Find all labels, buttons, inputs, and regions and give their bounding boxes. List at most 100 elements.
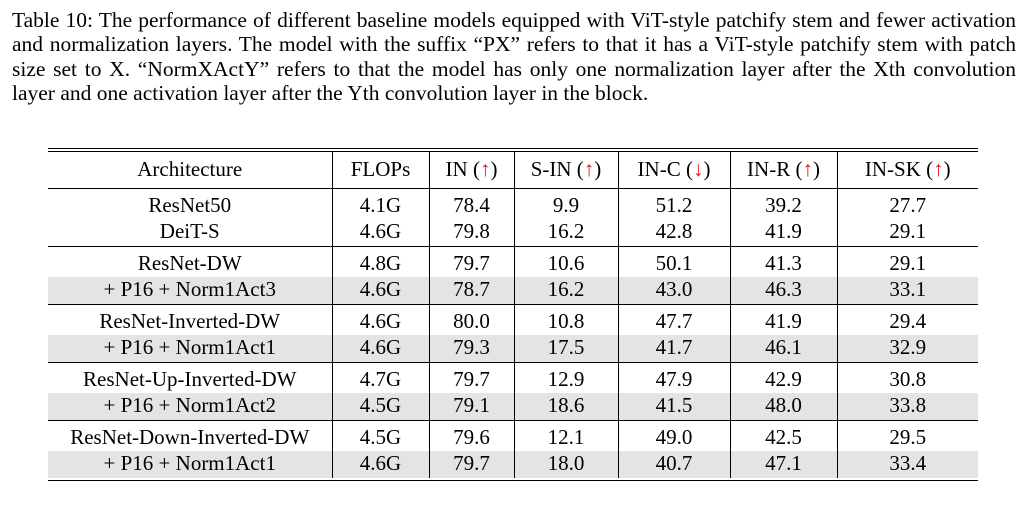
metric-cell: 33.1	[836, 276, 978, 304]
metric-cell: 46.1	[729, 334, 837, 362]
arrow-down-icon: ↓	[692, 157, 704, 182]
metric-cell: 47.1	[729, 450, 837, 478]
column-header-label: Architecture	[137, 157, 243, 182]
table-row: ResNet-Up-Inverted-DW 4.7G 79.7 12.9 47.9 42.…	[48, 362, 978, 393]
metric-cell: 32.9	[836, 334, 978, 362]
metric-cell: 79.7	[428, 362, 514, 393]
column-header: S-IN (↑)	[513, 152, 618, 188]
metric-cell: 12.1	[513, 420, 618, 451]
metric-cell: 17.5	[513, 334, 618, 362]
metric-cell: 4.5G	[331, 420, 429, 451]
architecture-cell: ResNet-Inverted-DW	[99, 309, 281, 333]
metric-cell: 33.8	[836, 392, 978, 420]
metric-cell: 48.0	[729, 392, 837, 420]
column-header-close: )	[703, 157, 711, 182]
column-header-close: )	[594, 157, 602, 182]
row-group: ResNet-DW 4.8G 79.7 10.6 50.1 41.3 29.1 + P16 +…	[48, 246, 978, 304]
metric-cell: 29.5	[836, 420, 978, 451]
column-header-label: IN-SK (	[864, 157, 934, 182]
top-rule	[48, 148, 978, 149]
architecture-cell: ResNet50	[148, 193, 232, 217]
metric-cell: 18.6	[513, 392, 618, 420]
arrow-up-icon: ↑	[479, 157, 491, 182]
column-header: IN-R (↑)	[729, 152, 837, 188]
caption-label: Table 10:	[12, 8, 94, 32]
metric-cell: 42.8	[617, 218, 730, 246]
metric-cell: 10.8	[513, 304, 618, 335]
architecture-cell: ResNet-DW	[137, 251, 242, 275]
metric-cell: 16.2	[513, 276, 618, 304]
metric-cell: 42.5	[729, 420, 837, 451]
bottom-rule-inner	[48, 479, 978, 481]
metric-cell: 4.1G	[331, 188, 429, 219]
metric-cell: 29.1	[836, 218, 978, 246]
metric-cell: 78.4	[428, 188, 514, 219]
metric-cell: 41.5	[617, 392, 730, 420]
metric-cell: 27.7	[836, 188, 978, 219]
metric-cell: 33.4	[836, 450, 978, 478]
metric-cell: 4.6G	[331, 334, 429, 362]
metric-cell: 43.0	[617, 276, 730, 304]
metric-cell: 41.9	[729, 304, 837, 335]
metric-cell: 4.6G	[331, 276, 429, 304]
table-row: + P16 + Norm1Act1 4.6G 79.3 17.5 41.7 46.1 32.…	[48, 334, 978, 362]
arrow-up-icon: ↑	[802, 157, 813, 182]
column-header-label: IN-C (	[637, 157, 693, 182]
metric-cell: 4.5G	[331, 392, 429, 420]
architecture-cell: + P16 + Norm1Act1	[48, 334, 332, 362]
metric-cell: 47.7	[617, 304, 730, 335]
metric-cell: 51.2	[617, 188, 730, 219]
row-group: ResNet-Down-Inverted-DW 4.5G 79.6 12.1 49.0 4…	[48, 420, 978, 478]
metric-cell: 79.8	[428, 218, 514, 246]
metric-cell: 79.7	[428, 450, 514, 478]
column-header-close: )	[490, 157, 498, 182]
metric-cell: 39.2	[729, 188, 837, 219]
column-header-label: FLOPs	[350, 157, 411, 182]
header-row: Architecture FLOPs IN (↑) S-IN (↑) IN-C (↓) I…	[48, 152, 978, 188]
metric-cell: 46.3	[729, 276, 837, 304]
metric-cell: 78.7	[428, 276, 514, 304]
metric-cell: 18.0	[513, 450, 618, 478]
row-group: ResNet-Inverted-DW 4.6G 80.0 10.8 47.7 41.9 29…	[48, 304, 978, 362]
table-row: + P16 + Norm1Act2 4.5G 79.1 18.6 41.5 48.0 33.…	[48, 392, 978, 420]
row-group: ResNet50 4.1G 78.4 9.9 51.2 39.2 27.7 DeiT-S 4.6…	[48, 188, 978, 246]
metric-cell: 79.6	[428, 420, 514, 451]
metric-cell: 79.7	[428, 246, 514, 277]
column-header: Architecture	[48, 152, 332, 188]
column-header: IN-SK (↑)	[836, 152, 978, 188]
metric-cell: 41.9	[729, 218, 837, 246]
table-row: ResNet-Down-Inverted-DW 4.5G 79.6 12.1 49.0 4…	[48, 420, 978, 451]
table-row: ResNet-Inverted-DW 4.6G 80.0 10.8 47.7 41.9 29…	[48, 304, 978, 335]
metric-cell: 4.8G	[331, 246, 429, 277]
metric-cell: 10.6	[513, 246, 618, 277]
column-header: IN-C (↓)	[617, 152, 730, 188]
metric-cell: 4.6G	[331, 304, 429, 335]
metric-cell: 80.0	[428, 304, 514, 335]
metric-cell: 12.9	[513, 362, 618, 393]
column-header: IN (↑)	[428, 152, 514, 188]
metric-cell: 4.6G	[331, 218, 429, 246]
architecture-cell: + P16 + Norm1Act3	[48, 276, 332, 304]
architecture-cell: ResNet-Up-Inverted-DW	[83, 367, 297, 391]
arrow-up-icon: ↑	[933, 157, 944, 182]
metric-cell: 42.9	[729, 362, 837, 393]
caption-text: The performance of different baseline mo…	[12, 8, 1016, 106]
architecture-cell: ResNet-Down-Inverted-DW	[70, 425, 310, 449]
metric-cell: 79.1	[428, 392, 514, 420]
column-header-close: )	[943, 157, 951, 182]
metric-cell: 4.7G	[331, 362, 429, 393]
metric-cell: 47.9	[617, 362, 730, 393]
metric-cell: 41.3	[729, 246, 837, 277]
metric-cell: 30.8	[836, 362, 978, 393]
metric-cell: 29.1	[836, 246, 978, 277]
column-header-label: S-IN (	[530, 157, 584, 182]
top-rule-inner	[48, 151, 978, 152]
column-header-label: IN-R (	[747, 157, 803, 182]
table-caption: Table 10: The performance of different b…	[12, 8, 1016, 106]
metric-cell: 79.3	[428, 334, 514, 362]
metric-cell: 40.7	[617, 450, 730, 478]
metric-cell: 29.4	[836, 304, 978, 335]
architecture-cell: + P16 + Norm1Act1	[48, 450, 332, 478]
table-row: DeiT-S 4.6G 79.8 16.2 42.8 41.9 29.1	[48, 218, 978, 246]
results-table-wrapper: Architecture FLOPs IN (↑) S-IN (↑) IN-C (↓) I…	[48, 148, 978, 481]
